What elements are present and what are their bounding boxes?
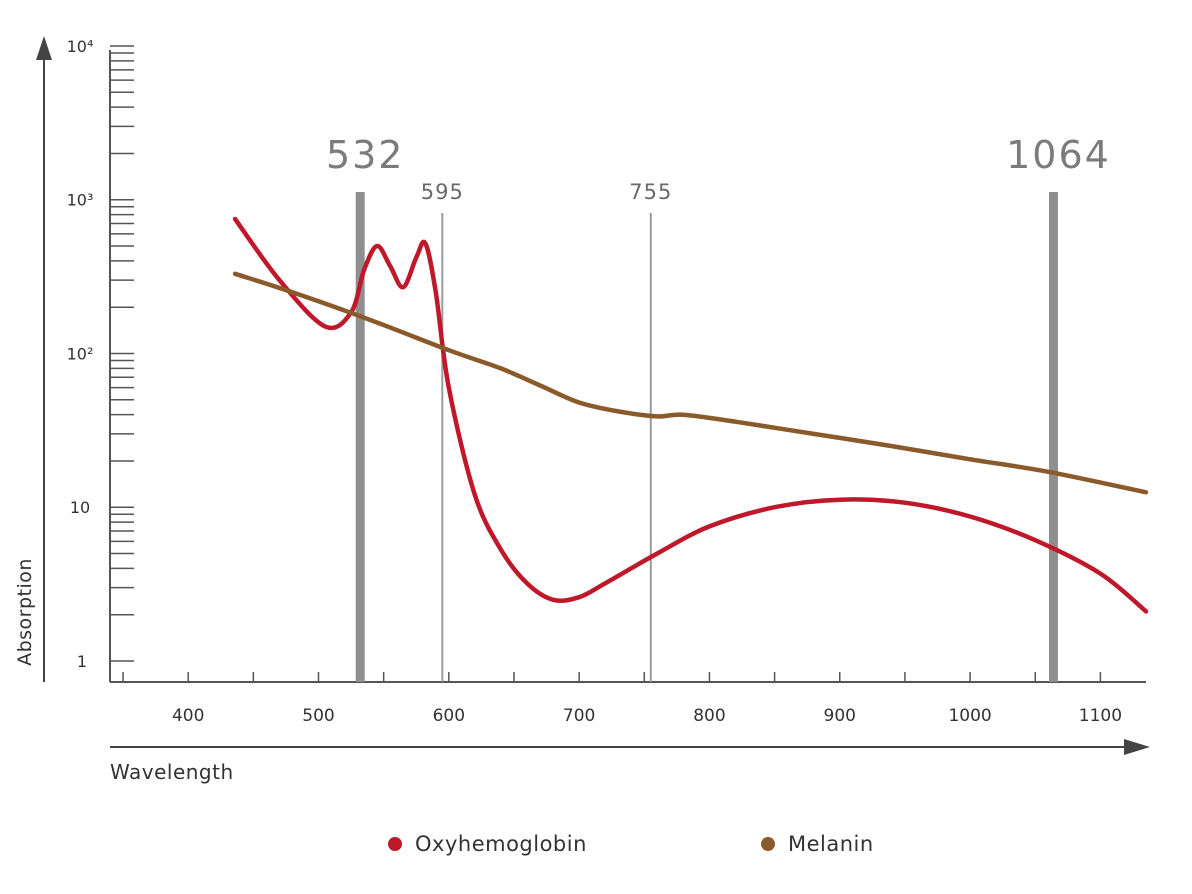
legend: Oxyhemoglobin Melanin	[388, 832, 874, 856]
series-line-melanin	[232, 271, 1149, 495]
legend-label-melanin: Melanin	[788, 832, 874, 856]
x-arrow	[110, 739, 1150, 755]
x-tick-label: 1000	[948, 706, 991, 726]
legend-marker-melanin	[761, 837, 775, 851]
x-axis-label: Wavelength	[110, 760, 234, 784]
x-tick-label: 400	[172, 706, 204, 726]
laser-label-755: 755	[629, 180, 672, 204]
y-tick-labels: 1 10 10² 10³ 10⁴	[67, 37, 94, 671]
x-tick-labels: 400 500 600 700 800 900 1000 1100	[172, 706, 1122, 726]
legend-label-oxyhemoglobin: Oxyhemoglobin	[415, 832, 587, 856]
y-tick-label: 10	[70, 498, 90, 517]
x-tick-label: 1100	[1079, 706, 1122, 726]
y-tick-label: 10²	[67, 344, 94, 363]
legend-marker-oxyhemoglobin	[388, 837, 402, 851]
y-tick-label: 1	[77, 652, 87, 671]
x-tick-label: 600	[433, 706, 465, 726]
axes	[109, 45, 1146, 683]
laser-label-1064: 1064	[1006, 133, 1111, 177]
y-arrow-head	[36, 36, 52, 60]
laser-label-595: 595	[421, 180, 464, 204]
laser-lines	[355, 192, 1058, 682]
x-tick-label: 900	[824, 706, 856, 726]
y-minor-ticks	[110, 45, 134, 662]
x-tick-label: 700	[563, 706, 595, 726]
series-line-oxyhemoglobin	[232, 216, 1149, 614]
x-tick-label: 800	[693, 706, 725, 726]
y-tick-label: 10³	[67, 191, 94, 210]
y-tick-label: 10⁴	[67, 37, 94, 56]
laser-labels: 532 595 755 1064	[326, 133, 1111, 204]
x-tick-label: 500	[302, 706, 334, 726]
x-tick-marks	[122, 672, 1102, 682]
x-arrow-head	[1124, 739, 1150, 755]
laser-label-532: 532	[326, 133, 405, 177]
y-arrow	[36, 36, 52, 682]
data-series	[232, 216, 1149, 614]
y-axis-label: Absorption	[14, 558, 36, 666]
